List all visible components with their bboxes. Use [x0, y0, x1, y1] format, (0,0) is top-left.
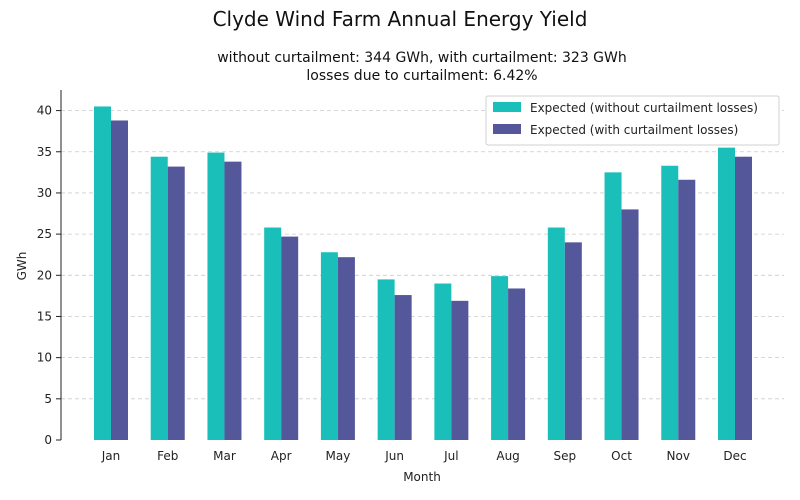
x-tick-label: Jan — [101, 449, 121, 463]
y-tick-label: 35 — [37, 145, 52, 159]
bar-with-feb — [167, 166, 185, 440]
bar-without-sep — [547, 227, 565, 440]
bar-with-may — [337, 257, 355, 440]
axes: 0 5 10 15 20 25 30 35 40 Jan Feb Mar Apr May Jun Jul Aug… — [37, 90, 747, 463]
bar-with-aug — [508, 288, 526, 440]
x-tick-label: May — [326, 449, 351, 463]
x-tick-label: Oct — [611, 449, 632, 463]
bar-with-apr — [281, 236, 299, 440]
bars — [94, 106, 752, 441]
bar-with-nov — [678, 179, 696, 440]
legend-label-without: Expected (without curtailment losses) — [530, 101, 758, 115]
bar-without-oct — [604, 172, 622, 440]
y-tick-label: 0 — [44, 433, 52, 447]
bar-with-jan — [111, 120, 128, 441]
bar-with-mar — [224, 161, 242, 440]
bar-with-jun — [394, 295, 412, 440]
legend-swatch-without — [493, 102, 521, 112]
y-tick-label: 10 — [37, 351, 52, 365]
y-tick-label: 20 — [37, 268, 52, 282]
y-tick-label: 15 — [37, 309, 52, 323]
x-tick-label: Jun — [384, 449, 404, 463]
x-tick-label: Aug — [496, 449, 519, 463]
chart-title: Clyde Wind Farm Annual Energy Yield — [213, 7, 588, 31]
legend: Expected (without curtailment losses) Ex… — [485, 95, 780, 146]
y-axis-label: GWh — [15, 252, 29, 281]
x-tick-label: Sep — [554, 449, 577, 463]
y-tick-label: 25 — [37, 227, 52, 241]
legend-label-with: Expected (with curtailment losses) — [530, 123, 738, 137]
bar-with-dec — [735, 156, 752, 441]
bar-without-jan — [94, 106, 111, 441]
y-tick-label: 5 — [44, 392, 52, 406]
bar-without-aug — [491, 276, 509, 440]
bar-without-apr — [264, 227, 282, 440]
x-tick-label: Mar — [213, 449, 236, 463]
x-tick-label: Feb — [157, 449, 178, 463]
chart-subtitle-line2: losses due to curtailment: 6.42% — [306, 68, 537, 84]
bar-without-feb — [150, 156, 168, 441]
x-axis-label: Month — [403, 470, 441, 484]
bar-without-nov — [661, 165, 679, 440]
bar-with-sep — [564, 242, 582, 440]
bar-without-may — [320, 252, 338, 440]
y-tick-label: 40 — [37, 104, 52, 118]
x-tick-label: Jul — [443, 449, 458, 463]
x-tick-label: Dec — [723, 449, 746, 463]
legend-frame — [485, 95, 780, 146]
bar-with-oct — [621, 209, 639, 440]
y-tick-label: 30 — [37, 186, 52, 200]
chart-subtitle-line1: without curtailment: 344 GWh, with curta… — [217, 50, 627, 66]
bar-without-jul — [434, 283, 452, 440]
bar-without-jun — [377, 279, 395, 440]
x-tick-label: Nov — [667, 449, 690, 463]
bar-with-jul — [451, 300, 469, 440]
legend-swatch-with — [493, 124, 521, 134]
bar-without-dec — [718, 147, 735, 440]
bar-without-mar — [207, 152, 225, 440]
x-tick-label: Apr — [271, 449, 292, 463]
